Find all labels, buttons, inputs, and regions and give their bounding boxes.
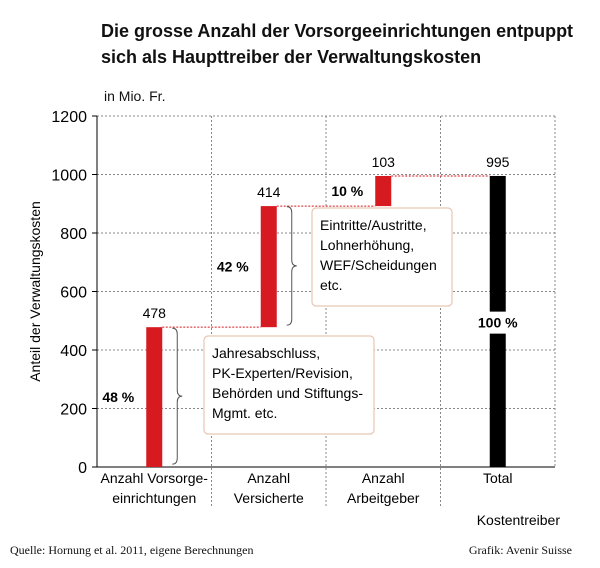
- chart-title: Die grosse Anzahl der Vorsorgeeinrichtun…: [101, 21, 574, 67]
- annotation-text: PK-Experten/Revision,: [212, 365, 353, 381]
- y-tick-label: 0: [78, 460, 87, 477]
- y-tick-label: 1000: [51, 168, 87, 185]
- annotation-text: etc.: [320, 277, 343, 293]
- x-axis-label: Kostentreiber: [477, 512, 561, 528]
- bar-value-label: 103: [372, 154, 396, 170]
- annotation-box: [203, 335, 375, 435]
- x-tick-label: Anzahl: [247, 470, 290, 486]
- graphic-credit: Grafik: Avenir Suisse: [468, 543, 572, 557]
- x-tick-label: Anzahl Vorsorge-: [101, 470, 209, 486]
- y-tick-label: 400: [60, 343, 87, 360]
- bar-value-label: 414: [257, 184, 281, 200]
- bar-percent-label: 10 %: [331, 183, 363, 199]
- annotation-text: Lohnerhöhung,: [320, 237, 414, 253]
- annotation-text: Mgmt. etc.: [212, 405, 277, 421]
- annotation-text: Behörden und Stiftungs-: [212, 385, 363, 401]
- x-tick-label: Anzahl: [362, 470, 405, 486]
- brace-bar-2: [286, 206, 297, 326]
- brace-bar-1: [172, 327, 183, 465]
- x-tick-label: Versicherte: [234, 490, 304, 506]
- annotation-text: Jahresabschluss,: [212, 345, 320, 361]
- x-tick-label: einrichtungen: [112, 490, 196, 506]
- y-tick-label: 1200: [51, 109, 87, 126]
- annotation-text: WEF/Scheidungen: [320, 257, 437, 273]
- unit-label: in Mio. Fr.: [104, 88, 166, 104]
- x-tick-label: Total: [483, 470, 513, 486]
- y-axis-label: Anteil der Verwaltungskosten: [27, 201, 43, 382]
- y-tick-label: 200: [60, 402, 87, 419]
- annotation-box: [311, 207, 453, 307]
- bar: [375, 175, 392, 207]
- bar-value-label: 478: [143, 305, 167, 321]
- y-tick-label: 800: [60, 226, 87, 243]
- x-tick-label: Arbeitgeber: [347, 490, 420, 506]
- bar-percent-label: 100 %: [478, 315, 518, 331]
- y-tick-label: 600: [60, 285, 87, 302]
- bar-value-label: 995: [486, 154, 510, 170]
- bar-percent-label: 42 %: [217, 259, 249, 275]
- source-note: Quelle: Hornung et al. 2011, eigene Bere…: [10, 543, 254, 557]
- bar: [146, 327, 163, 467]
- bar: [260, 206, 277, 328]
- percent-label-background: [467, 311, 528, 334]
- annotation-text: Eintritte/Austritte,: [320, 217, 427, 233]
- bar-percent-label: 48 %: [102, 389, 134, 405]
